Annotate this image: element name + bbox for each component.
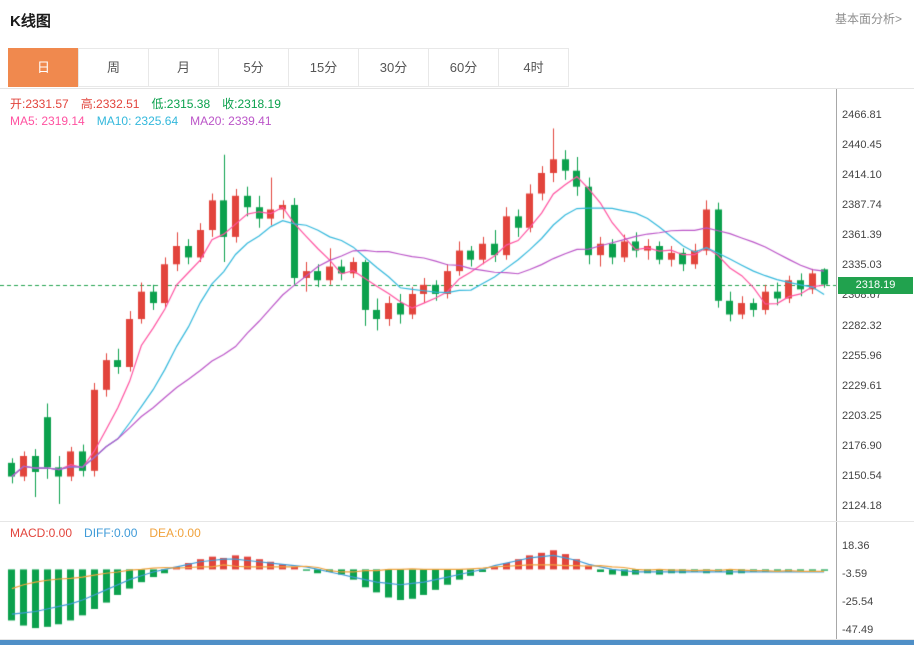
macd-axis-label: -47.49 — [842, 624, 874, 636]
price-axis-label: 2203.25 — [842, 409, 882, 422]
price-axis-label: 2282.32 — [842, 319, 882, 332]
price-axis-label: 2255.96 — [842, 349, 882, 362]
macd-axis-label: -3.59 — [842, 568, 868, 580]
price-axis-label: 2335.03 — [842, 259, 882, 272]
tab-周[interactable]: 周 — [78, 48, 149, 87]
plot-area: 开:2331.57 高:2332.51 低:2315.38 收:2318.19 MA5… — [0, 89, 837, 639]
tab-日[interactable]: 日 — [8, 48, 79, 87]
chart-region: 开:2331.57 高:2332.51 低:2315.38 收:2318.19 MA5… — [0, 88, 914, 646]
tab-60分[interactable]: 60分 — [428, 48, 499, 87]
current-price-badge: 2318.19 — [838, 276, 913, 294]
macd-axis-label: -25.54 — [842, 596, 874, 608]
macd-chart[interactable] — [0, 521, 836, 639]
macd-axis-label: 18.36 — [842, 540, 870, 552]
price-axis-label: 2361.39 — [842, 229, 882, 242]
tab-5分[interactable]: 5分 — [218, 48, 289, 87]
tab-30分[interactable]: 30分 — [358, 48, 429, 87]
price-axis-label: 2440.45 — [842, 139, 882, 152]
period-tabs: 日周月 5分 15分 30分 60分 4时 — [0, 48, 914, 88]
candlestick-chart[interactable] — [0, 89, 836, 521]
tab-4时[interactable]: 4时 — [498, 48, 569, 87]
price-axis-label: 2387.74 — [842, 199, 882, 212]
price-axis: 2318.19 2466.81 2440.45 2414.10 2387.74 2361… — [837, 89, 914, 639]
tab-月[interactable]: 月 — [148, 48, 219, 87]
price-axis-label: 2414.10 — [842, 169, 882, 182]
price-axis-label: 2124.18 — [842, 500, 882, 512]
tab-15分[interactable]: 15分 — [288, 48, 359, 87]
price-axis-label: 2150.54 — [842, 469, 882, 482]
header: K线图 基本面分析> — [0, 0, 914, 48]
price-axis-label: 2229.61 — [842, 379, 882, 392]
price-axis-label: 2176.90 — [842, 439, 882, 452]
price-axis-label: 2466.81 — [842, 109, 882, 121]
chart-scrollbar[interactable] — [0, 640, 914, 645]
fundamental-analysis-link[interactable]: 基本面分析> — [834, 12, 902, 26]
page-title: K线图 — [10, 13, 51, 30]
